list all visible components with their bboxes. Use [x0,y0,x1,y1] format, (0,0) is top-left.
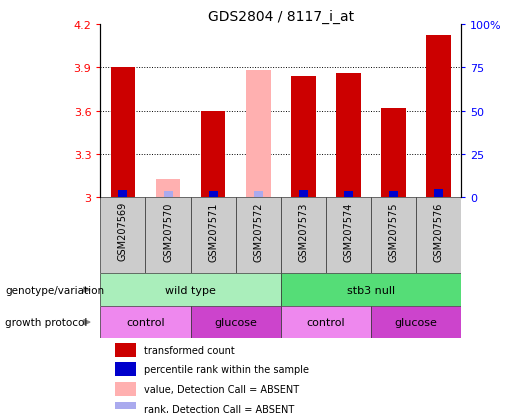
Bar [209,192,217,198]
Bar [371,306,461,339]
Bar [115,343,136,357]
Bar [100,274,281,306]
Title: GDS2804 / 8117_i_at: GDS2804 / 8117_i_at [208,9,354,24]
Bar [111,68,135,198]
Text: GSM207571: GSM207571 [208,202,218,261]
Bar [281,274,461,306]
Bar [100,306,191,339]
Text: stb3 null: stb3 null [347,285,395,295]
Bar [115,402,136,413]
Bar [246,71,270,198]
Bar [416,198,461,274]
Bar [115,363,136,377]
Bar [344,192,353,198]
Text: glucose: glucose [394,317,437,327]
Text: transformed count: transformed count [144,345,234,355]
Bar [281,306,371,339]
Bar [299,191,307,198]
Text: rank, Detection Call = ABSENT: rank, Detection Call = ABSENT [144,404,294,413]
Text: percentile rank within the sample: percentile rank within the sample [144,365,308,375]
Text: glucose: glucose [214,317,257,327]
Text: control: control [126,317,165,327]
Bar [146,198,191,274]
Bar [336,74,360,198]
Bar [325,198,371,274]
Bar [236,198,281,274]
Bar [434,189,443,198]
Text: GSM207569: GSM207569 [118,202,128,261]
Bar [201,112,226,198]
Bar [389,192,398,198]
Text: GSM207572: GSM207572 [253,202,263,261]
Text: growth protocol: growth protocol [5,317,88,327]
Bar [191,198,236,274]
Bar [115,382,136,396]
Bar [191,306,281,339]
Bar [253,192,263,198]
Text: GSM207574: GSM207574 [344,202,353,261]
Text: wild type: wild type [165,285,216,295]
Bar [291,77,316,198]
Text: GSM207570: GSM207570 [163,202,173,261]
Text: GSM207575: GSM207575 [388,202,398,261]
Text: value, Detection Call = ABSENT: value, Detection Call = ABSENT [144,384,299,394]
Bar [156,179,180,198]
Bar [371,198,416,274]
Text: control: control [306,317,345,327]
Text: genotype/variation: genotype/variation [5,285,104,295]
Bar [163,192,173,198]
Text: GSM207573: GSM207573 [298,202,308,261]
Bar [281,198,325,274]
Bar [426,36,451,198]
Bar [118,191,128,198]
Bar [381,109,406,198]
Text: GSM207576: GSM207576 [434,202,443,261]
Bar [100,198,146,274]
